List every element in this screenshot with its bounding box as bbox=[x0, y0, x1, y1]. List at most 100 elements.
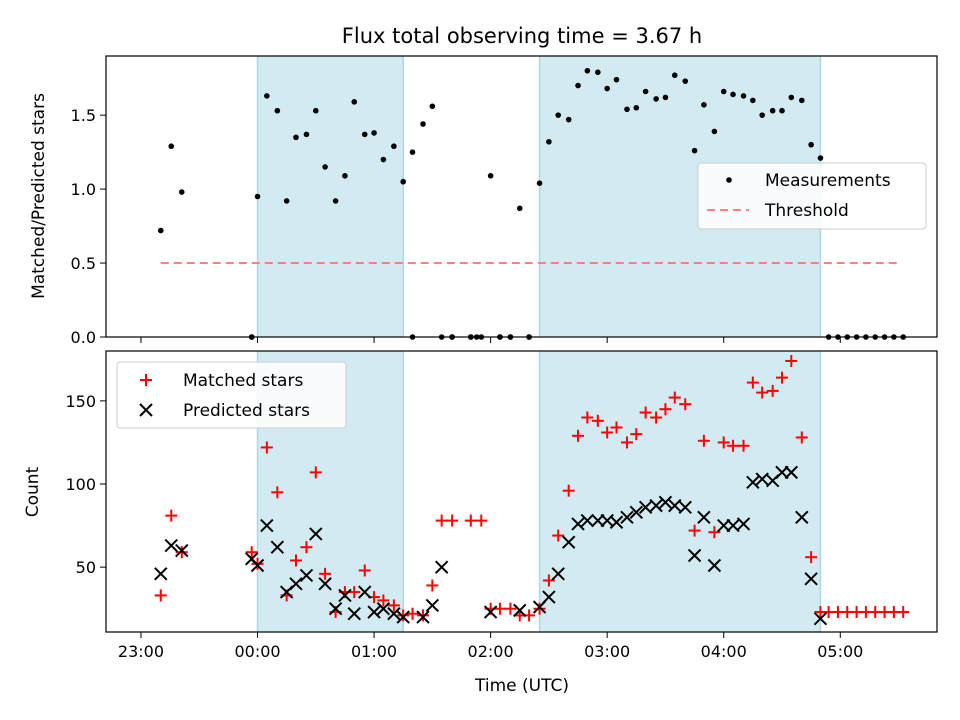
measurement-point bbox=[642, 88, 649, 95]
measurement-point bbox=[662, 94, 669, 101]
marker-stroke bbox=[347, 607, 361, 621]
marker-stroke bbox=[244, 552, 259, 566]
x-tick-label: 00:00 bbox=[234, 642, 280, 661]
predicted-star-point bbox=[629, 505, 644, 519]
measurement-point bbox=[613, 76, 620, 83]
marker-stroke bbox=[164, 538, 178, 553]
predicted-star-point bbox=[318, 577, 332, 591]
measurement-point bbox=[769, 107, 776, 114]
predicted-star-point bbox=[542, 590, 556, 604]
measurement-point bbox=[546, 138, 552, 145]
measurement-point bbox=[274, 107, 281, 114]
predicted-star-point bbox=[658, 495, 673, 510]
matched-star-point bbox=[746, 376, 759, 389]
matched-star-point bbox=[610, 421, 623, 434]
bottom-x-axis: 23:00 00:00 01:00 02:00 03:00 04:00 05:00 bbox=[118, 632, 863, 661]
matched-star-point bbox=[435, 514, 448, 527]
x-tick-label: 04:00 bbox=[701, 642, 747, 661]
bottom-legend: Matched stars Predicted stars bbox=[116, 361, 347, 429]
matched-star-point bbox=[533, 602, 546, 615]
measurement-point bbox=[283, 198, 290, 204]
shaded-interval bbox=[257, 56, 404, 337]
legend-predicted-label: Predicted stars bbox=[183, 401, 310, 421]
measurement-point bbox=[391, 143, 397, 150]
bottom-panel: 23:00 00:00 01:00 02:00 03:00 04:00 05:00 50 10… bbox=[23, 350, 938, 696]
measurement-point bbox=[788, 94, 795, 101]
predicted-star-point bbox=[678, 500, 692, 515]
measurement-point bbox=[730, 91, 736, 98]
predicted-star-point bbox=[784, 465, 799, 480]
top-legend: Measurements Threshold bbox=[697, 162, 927, 230]
matched-star-point bbox=[175, 546, 188, 559]
legend-measurements-label: Measurements bbox=[765, 171, 891, 191]
measurement-point bbox=[303, 131, 310, 138]
marker-stroke bbox=[687, 548, 702, 563]
measurement-point bbox=[516, 205, 523, 212]
matched-star-point bbox=[727, 439, 740, 452]
matched-star-point bbox=[552, 529, 565, 542]
chart-title: Flux total observing time = 3.67 h bbox=[342, 24, 702, 48]
predicted-star-point bbox=[175, 543, 189, 558]
predicted-star-point bbox=[358, 585, 372, 599]
predicted-star-point bbox=[338, 588, 352, 603]
marker-stroke bbox=[736, 517, 751, 531]
predicted-star-point bbox=[434, 560, 449, 574]
predicted-star-point bbox=[668, 498, 682, 513]
marker-stroke bbox=[580, 513, 595, 528]
measurement-point bbox=[671, 72, 678, 79]
predicted-star-point bbox=[250, 558, 265, 573]
marker-stroke bbox=[755, 472, 769, 486]
matched-star-point bbox=[289, 554, 302, 567]
measurement-point bbox=[332, 198, 339, 204]
predicted-star-point bbox=[687, 548, 702, 563]
bottom-plot-frame bbox=[105, 350, 938, 633]
predicted-star-point bbox=[309, 527, 323, 541]
marker-stroke bbox=[289, 577, 303, 591]
measurement-point bbox=[429, 103, 436, 110]
matched-star-point bbox=[697, 434, 710, 447]
marker-stroke bbox=[175, 543, 189, 558]
top-legend-box bbox=[697, 162, 927, 230]
measurement-point bbox=[584, 67, 591, 74]
matched-star-point bbox=[562, 484, 575, 497]
y-tick-label: 100 bbox=[65, 475, 96, 494]
x-axis-title: Time (UTC) bbox=[474, 676, 569, 696]
matched-star-point bbox=[358, 564, 371, 577]
matched-star-point bbox=[620, 436, 633, 449]
marker-stroke bbox=[270, 540, 285, 554]
measurement-point bbox=[555, 112, 562, 118]
predicted-star-point bbox=[425, 598, 440, 613]
marker-stroke bbox=[328, 602, 343, 616]
matched-star-point bbox=[591, 414, 604, 427]
predicted-star-point bbox=[367, 605, 381, 619]
legend-matched-label: Matched stars bbox=[183, 371, 303, 391]
predicted-star-point bbox=[609, 515, 624, 529]
marker-stroke bbox=[804, 572, 818, 586]
top-plot-frame bbox=[105, 55, 938, 338]
predicted-star-point bbox=[328, 602, 343, 616]
predicted-star-point bbox=[270, 540, 285, 554]
predicted-star-point bbox=[154, 567, 168, 581]
predicted-star-point bbox=[416, 610, 430, 624]
marker-stroke bbox=[678, 500, 692, 515]
matched-star-point bbox=[668, 391, 681, 404]
predicted-star-point bbox=[707, 558, 722, 573]
predicted-star-point bbox=[289, 577, 303, 591]
legend-threshold-label: Threshold bbox=[764, 201, 849, 221]
predicted-star-point bbox=[260, 518, 274, 533]
matched-star-point bbox=[154, 589, 167, 602]
measurement-point bbox=[799, 97, 805, 104]
predicted-star-point bbox=[376, 602, 391, 616]
matched-star-point bbox=[397, 609, 410, 622]
marker-stroke bbox=[154, 567, 168, 581]
matched-star-point bbox=[245, 546, 258, 559]
measurement-point bbox=[575, 82, 581, 89]
measurement-point bbox=[380, 156, 387, 163]
measurement-point bbox=[342, 172, 348, 179]
bottom-y-axis-title: Count bbox=[23, 466, 43, 517]
marker-stroke bbox=[299, 568, 314, 583]
matched-star-point bbox=[426, 579, 439, 592]
matched-star-point bbox=[271, 486, 284, 499]
measurement-point bbox=[759, 112, 765, 118]
